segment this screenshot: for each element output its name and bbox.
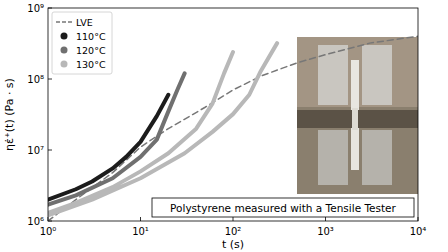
plot-area [48,36,418,221]
inset-photo [297,37,418,194]
x-tick-label: 10¹ [132,226,149,237]
y-axis-label: ηε̇⁺(t) (Pa · s) [3,78,16,151]
x-tick [140,217,141,221]
legend-label: 120°C [76,45,106,56]
photo-sample [351,60,359,170]
chart: 10⁰ 10¹ 10² 10³ 10⁴ 10⁶ 10⁷ 10⁸ 10⁹ LVE 110°C 120°C… [0,0,448,252]
legend-swatch [56,21,72,23]
annotation: Polystyrene measured with a Tensile Test… [170,202,396,214]
legend-swatch [61,61,68,68]
y-tick [48,150,52,151]
x-tick [325,217,326,221]
photo-clamp [318,45,348,105]
legend-swatch [61,47,68,54]
photo-clamp [318,130,348,185]
y-tick-label: 10⁷ [27,145,44,156]
y-tick-label: 10⁸ [27,74,44,85]
plot-frame [48,8,418,221]
x-tick-label: 10⁴ [410,226,427,237]
y-tick-label: 10⁶ [27,216,44,227]
x-axis-label: t (s) [222,238,244,251]
photo-clamp [362,130,392,185]
photo-background [297,37,418,194]
x-tick-label: 10⁰ [40,226,57,237]
x-tick-label: 10² [225,226,242,237]
legend-swatch [61,33,68,40]
photo-clamp [362,45,392,105]
y-tick [48,79,52,80]
legend-label: 130°C [76,59,106,70]
x-tick [233,217,234,221]
y-tick-label: 10⁹ [27,3,44,14]
annotation-box [152,198,414,217]
series-line [48,36,418,221]
series-line [48,43,277,215]
legend-label: LVE [76,17,93,28]
x-tick-label: 10³ [317,226,334,237]
legend: LVE 110°C 120°C 130°C [52,12,112,74]
photo-sample [352,108,358,130]
legend-label: 110°C [76,31,106,42]
legend-box [52,12,112,74]
